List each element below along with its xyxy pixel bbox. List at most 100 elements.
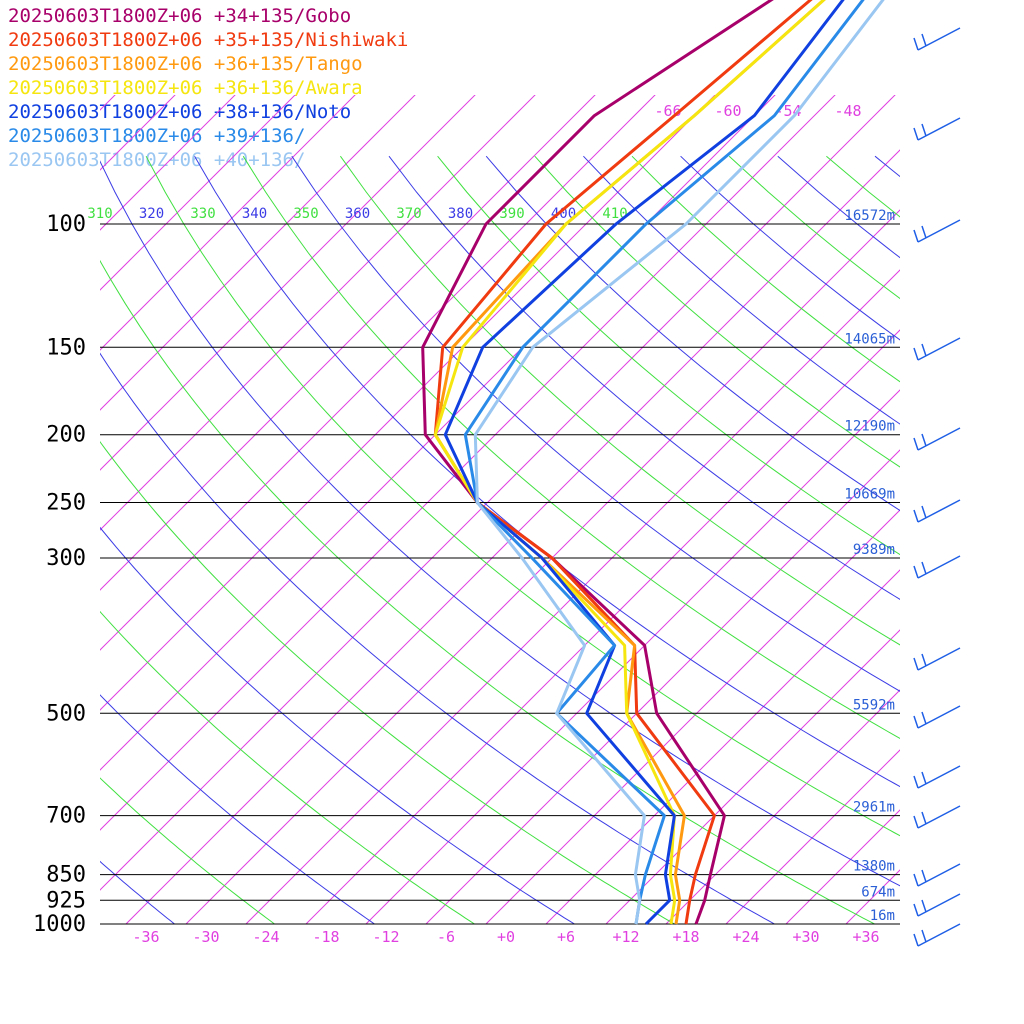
wind-barb-flag (913, 903, 919, 917)
pressure-label: 1000 (33, 912, 86, 937)
wind-barb-flag (921, 123, 927, 137)
isotherm-line (0, 13, 77, 924)
theta-label: 370 (396, 206, 421, 222)
wind-barb-flag (921, 505, 927, 519)
legend-entry-nishiwaki: 20250603T1800Z+06 +35+135/Nishiwaki (8, 29, 409, 51)
pressure-label: 250 (46, 491, 86, 516)
wind-barb-flag (921, 33, 927, 47)
wind-barb-flag (921, 929, 927, 943)
isotherm-line (100, 95, 356, 351)
x-tick-label: -24 (252, 928, 279, 946)
profile-line-4 (443, 0, 845, 926)
isotherm-line (100, 95, 176, 171)
isotherm-line (0, 13, 17, 924)
wind-barb-shaft (917, 219, 961, 243)
x-tick-label: -18 (312, 928, 339, 946)
dry-adiabat-line (583, 155, 900, 425)
wind-barb-flag (921, 771, 927, 785)
pressure-label: 850 (46, 863, 86, 888)
wind-barb-flag (913, 565, 919, 579)
sounding-profiles (421, 0, 885, 926)
isotherm-line (125, 149, 900, 924)
isotherm-label: -48 (834, 102, 861, 120)
isotherm-line (185, 209, 900, 924)
height-label: 16m (870, 908, 895, 924)
legend-entry-awara: 20250603T1800Z+06 +36+136/Awara (8, 77, 363, 99)
theta-label: 390 (499, 206, 524, 222)
dry-adiabat-line (777, 155, 900, 259)
height-label: 9389m (853, 542, 895, 558)
isotherm-line (605, 629, 900, 924)
isotherm-line (100, 95, 416, 411)
x-tick-label: +30 (792, 928, 819, 946)
pressure-label: 200 (46, 423, 86, 448)
height-label: 12190m (844, 419, 895, 435)
height-label: 1380m (853, 859, 895, 875)
wind-barb-shaft (917, 765, 961, 789)
theta-label: 380 (448, 206, 473, 222)
wind-barb-flag (913, 347, 919, 361)
dry-adiabat-line (388, 155, 900, 600)
wind-barb-flag (921, 225, 927, 239)
wind-barb-flag (921, 711, 927, 725)
profile-line-0 (421, 0, 774, 925)
dry-adiabat-line (100, 440, 675, 924)
legend-entry-noto: 20250603T1800Z+06 +38+136/Noto (8, 101, 352, 123)
legend-entry-gobo: 20250603T1800Z+06 +34+135/Gobo (8, 5, 352, 27)
isotherm-line (725, 749, 900, 924)
wind-barb-flag (913, 657, 919, 671)
dry-adiabat-line (100, 160, 900, 887)
dry-adiabat-line (485, 155, 900, 512)
x-tick-label: +36 (852, 928, 879, 946)
pressure-label: 700 (46, 804, 86, 829)
dry-adiabat-line (339, 155, 900, 646)
isotherm-label: -60 (714, 102, 741, 120)
wind-barb-flag (921, 433, 927, 447)
dry-adiabat-line (100, 526, 575, 924)
isotherm-line (0, 13, 137, 924)
isotherm-line (485, 509, 900, 924)
theta-label: 330 (190, 206, 215, 222)
isotherm-line (100, 95, 116, 111)
dry-adiabat-line (437, 155, 900, 556)
dry-adiabat-line (534, 155, 900, 468)
wind-barb-shaft (917, 863, 961, 887)
isotherm-line (100, 95, 776, 771)
isotherm-line (100, 95, 896, 891)
theta-label: 350 (293, 206, 318, 222)
height-label: 2961m (853, 800, 895, 816)
height-label: 10669m (844, 487, 895, 503)
dry-adiabat-line (145, 155, 900, 837)
dry-adiabat-line (100, 777, 275, 924)
x-tick-label: -30 (192, 928, 219, 946)
wind-barb-shaft (917, 893, 961, 917)
theta-labels: 310 320 330 340 350 360 370 380 390 400 410 (87, 206, 627, 222)
wind-barb-shaft (917, 555, 961, 579)
wind-barb-flag (913, 509, 919, 523)
theta-label: 310 (87, 206, 112, 222)
wind-barb-flag (913, 933, 919, 947)
wind-barb-flag (913, 437, 919, 451)
wind-barb-flag (913, 715, 919, 729)
wind-barb-flag (921, 561, 927, 575)
dry-adiabat-line (100, 860, 175, 924)
wind-barb-flag (913, 815, 919, 829)
dry-adiabat-line (242, 155, 900, 740)
wind-barb-flag (921, 343, 927, 357)
dry-adiabat-line (291, 155, 900, 692)
pressure-label: 150 (46, 335, 86, 360)
wind-barb-flag (913, 775, 919, 789)
wind-barbs (913, 27, 961, 947)
profile-line-6 (473, 0, 885, 925)
wind-barb-shaft (917, 923, 961, 947)
x-tick-label: -6 (437, 928, 455, 946)
height-label: 16572m (844, 208, 895, 224)
wind-barb-shaft (917, 27, 961, 51)
dry-adiabat-line (100, 259, 875, 924)
wind-barb-shaft (917, 705, 961, 729)
isotherm-line (425, 449, 900, 924)
wind-barb-flag (913, 37, 919, 51)
dry-adiabat-line (100, 352, 775, 924)
x-tick-label: +0 (497, 928, 515, 946)
isotherm-line (245, 269, 900, 924)
